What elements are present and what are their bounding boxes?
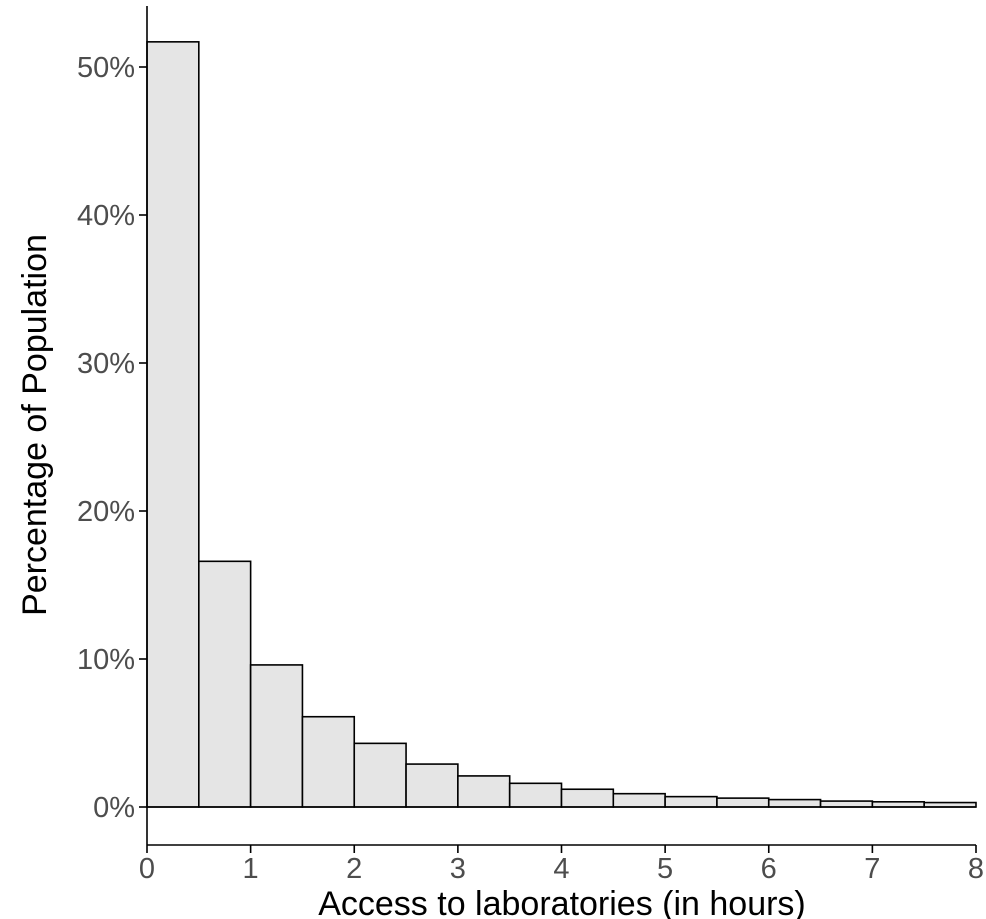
histogram-bar — [664, 795, 718, 808]
x-tick-label: 1 — [243, 853, 259, 885]
histogram-bar — [612, 792, 666, 808]
y-tick-label: 40% — [77, 200, 135, 232]
x-axis: 0 1 2 3 4 5 6 7 8 — [139, 844, 984, 885]
histogram-bar — [767, 798, 822, 808]
bars-group — [146, 41, 977, 808]
histogram-bar — [457, 775, 511, 808]
y-tick-label: 30% — [77, 348, 135, 380]
histogram-bar — [508, 782, 563, 808]
y-tick-label: 0% — [93, 792, 135, 824]
y-axis: 0% 10% 20% 30% 40% 50% — [77, 6, 976, 845]
histogram-bar — [146, 41, 200, 808]
histogram-bar — [819, 800, 874, 808]
x-axis-title: Access to laboratories (in hours) — [318, 885, 806, 919]
histogram-bar — [560, 788, 615, 808]
x-tick-label: 4 — [553, 853, 569, 885]
histogram-bar — [716, 797, 770, 808]
y-tick-label: 10% — [77, 644, 135, 676]
x-tick-label: 3 — [450, 853, 466, 885]
x-tick-label: 6 — [761, 853, 777, 885]
x-tick-label: 0 — [139, 853, 155, 885]
x-tick-label: 8 — [968, 853, 984, 885]
histogram-bar — [353, 742, 407, 808]
histogram-bar — [249, 664, 304, 808]
histogram-bar — [198, 560, 252, 808]
y-tick-label: 50% — [77, 52, 135, 84]
y-axis-title: Percentage of Population — [16, 234, 54, 616]
y-tick-label: 20% — [77, 496, 135, 528]
x-tick-label: 7 — [864, 853, 880, 885]
x-tick-label: 2 — [346, 853, 362, 885]
histogram-bar — [301, 715, 356, 808]
x-tick-label: 5 — [657, 853, 673, 885]
histogram-bar — [405, 763, 459, 808]
